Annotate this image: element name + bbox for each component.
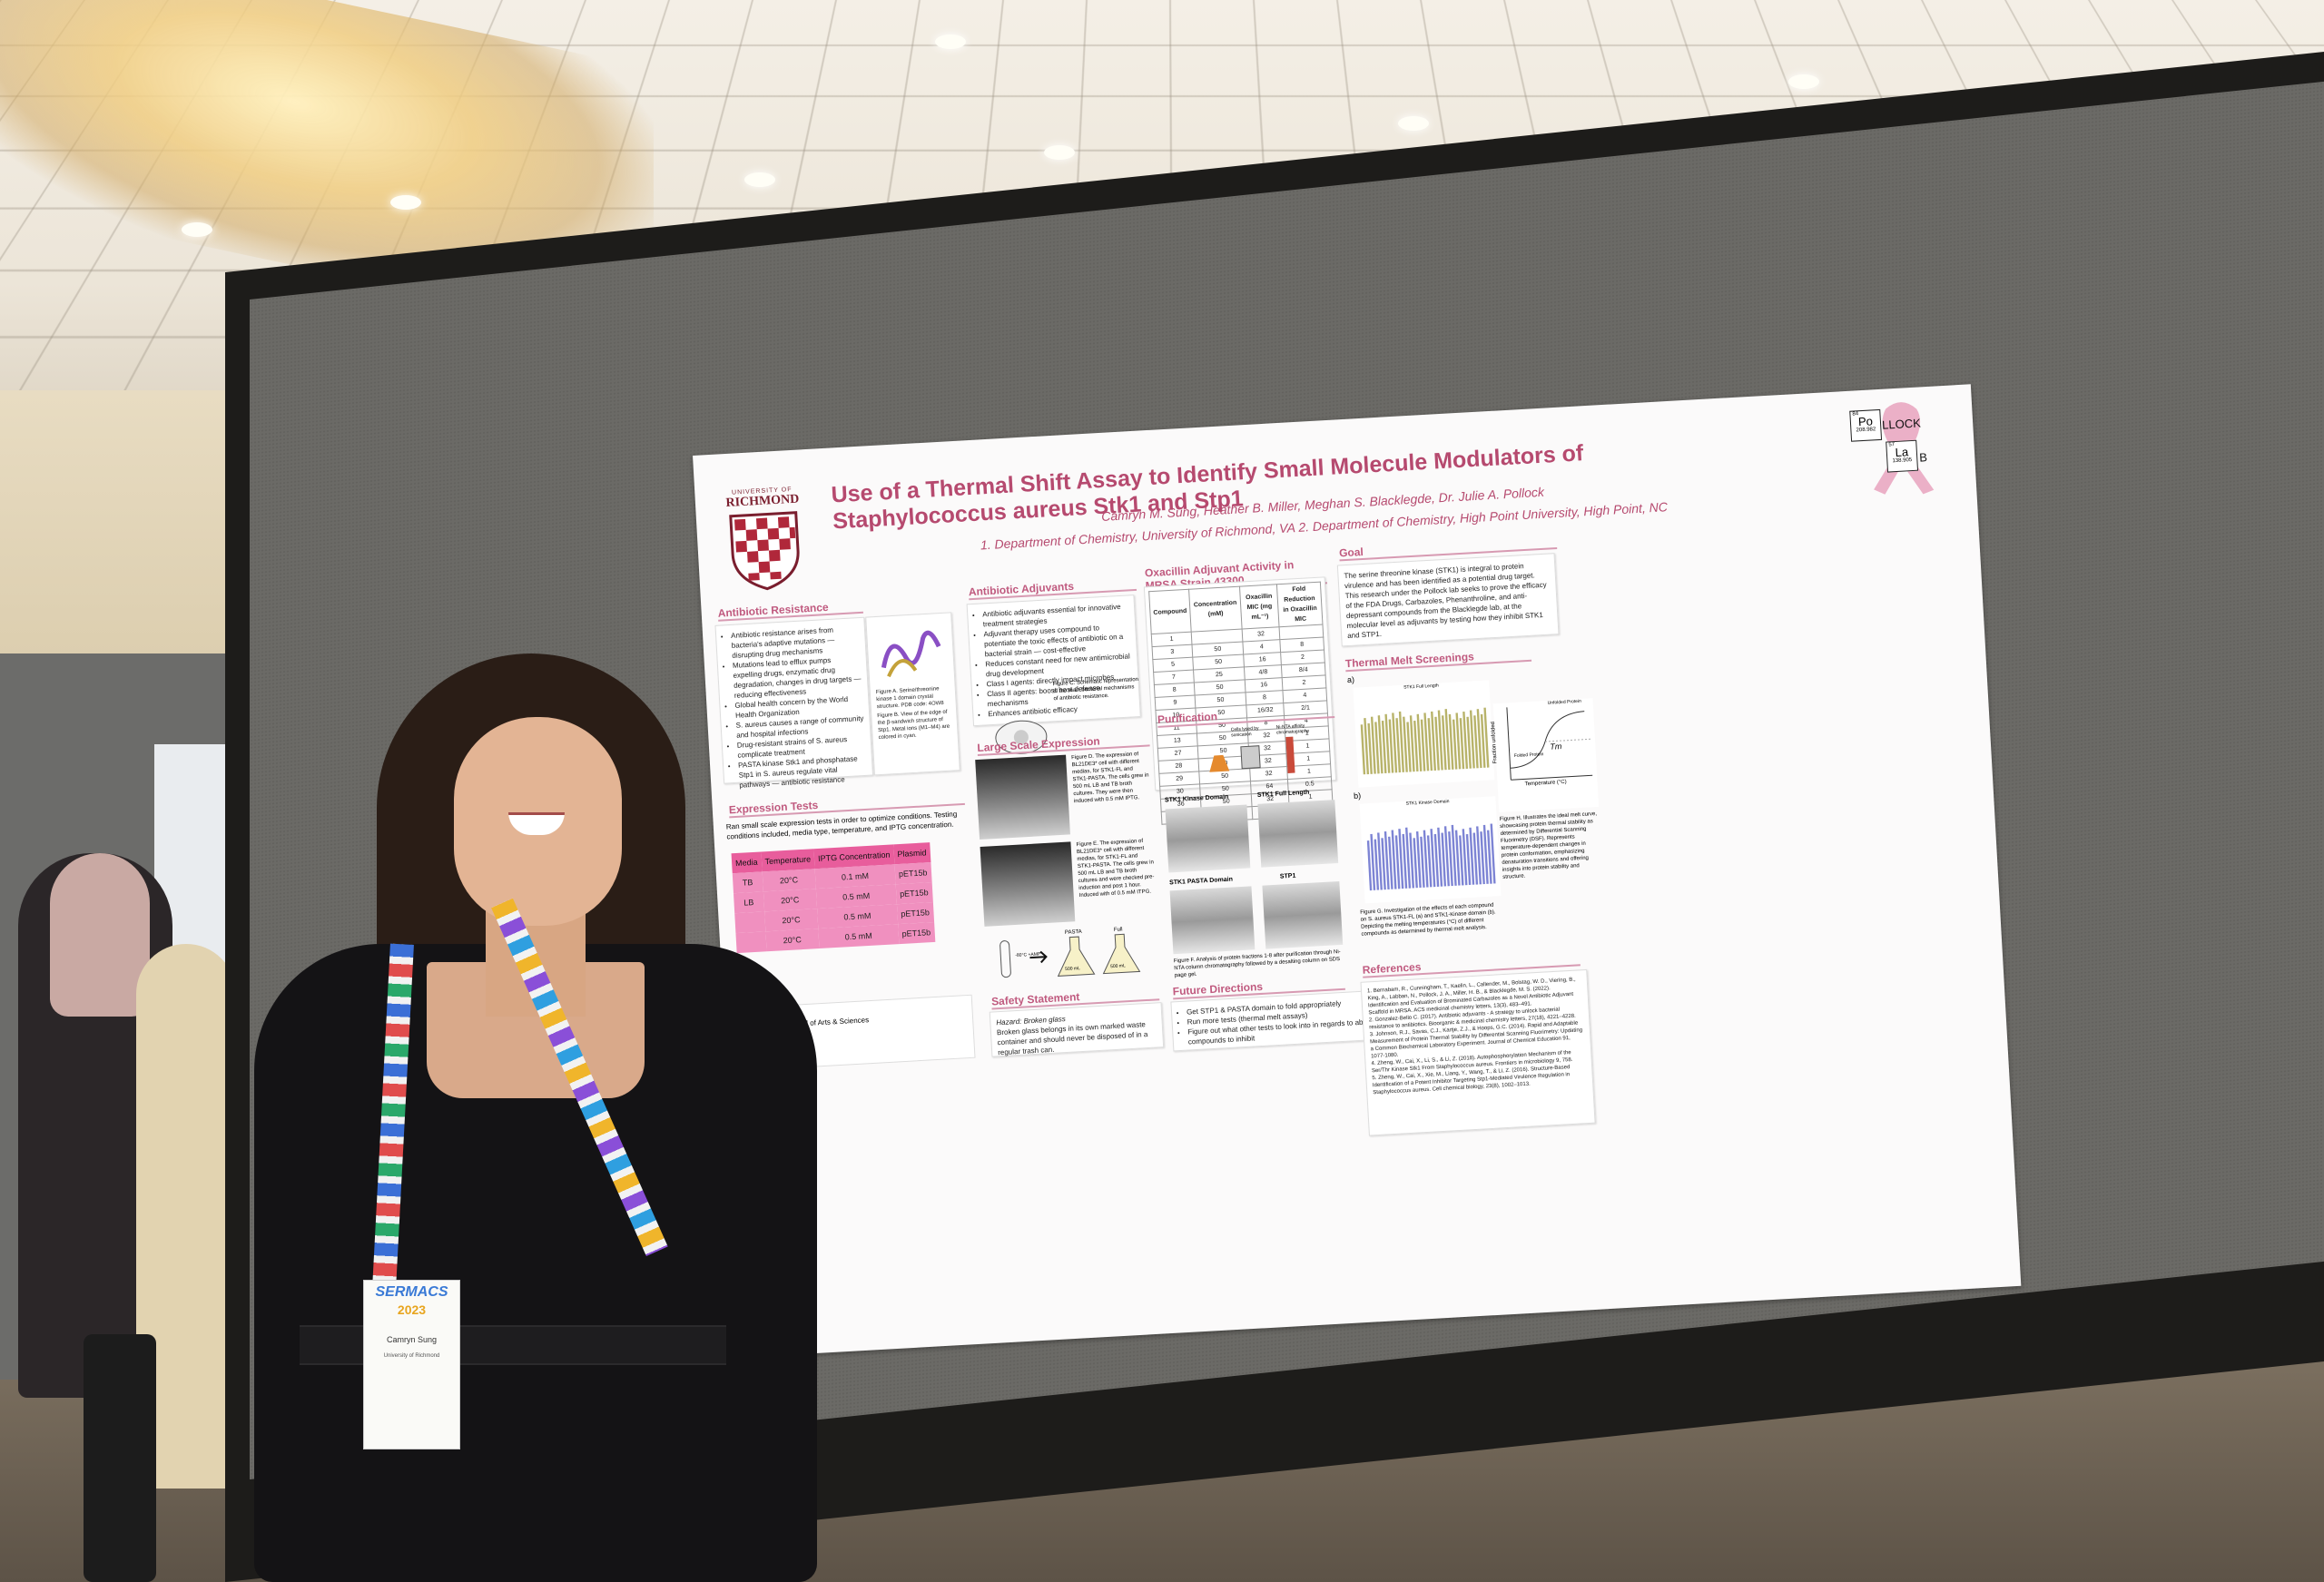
curve-tm-label: Tm [1550, 742, 1562, 752]
table-cell: TB [733, 871, 763, 893]
name-badge: SERMACS 2023 Camryn Sung University of R… [363, 1280, 460, 1449]
stanchion-post [84, 1334, 156, 1582]
section-heading-thermal-melt: Thermal Melt Screenings [1345, 647, 1532, 672]
thermal-chart-a: STK1 Full Length [1353, 680, 1494, 787]
ceiling-light [744, 172, 775, 187]
ideal-melt-curve: Unfolded Protein Folded Protein Tm Tempe… [1493, 698, 1600, 812]
table-cell [734, 911, 765, 933]
figure-f-caption: Figure F. Analysis of protein fractions … [1174, 948, 1347, 980]
oxacillin-table: Compound Concentration (mM) Oxacillin MI… [1148, 582, 1334, 825]
badge-brand: SERMACS [364, 1284, 459, 1301]
shield-icon [721, 506, 809, 593]
flask-label: Full [1114, 927, 1123, 933]
purification-schematic: Cells lysed by sonication Ni-NTA affinit… [1204, 722, 1334, 783]
melt-bars-full-length [1354, 685, 1494, 783]
bullet: PASTA kinase Stk1 and phosphatase Stp1 i… [738, 753, 868, 791]
protein-structure-icon [872, 619, 949, 686]
gel-title: STP1 [1280, 873, 1296, 880]
safety-box: Hazard: Broken glass Broken glass belong… [990, 1002, 1164, 1057]
melt-bars-kinase-domain [1360, 801, 1501, 899]
badge-name: Camryn Sung [364, 1335, 459, 1344]
badge-year: 2023 [364, 1302, 459, 1317]
gel-kinase-domain [1166, 805, 1251, 873]
table-header: Oxacillin MIC (mg mL⁻¹) [1240, 585, 1279, 629]
ceiling-light [1044, 145, 1075, 160]
table-header: Concentration (mM) [1189, 586, 1243, 632]
table-cell: pET15b [895, 882, 932, 904]
flask-volume: 500 mL [1110, 963, 1126, 969]
references-box: 1. Bernabam, R., Cunningham, T., Kaelin,… [1361, 969, 1596, 1136]
element-box-po: 84 Po 208.982 [1849, 409, 1882, 442]
table-header: Compound [1149, 589, 1191, 634]
logo-suffix-1: LLOCK [1882, 416, 1921, 431]
bullet: Mutations lead to efflux pumps expelling… [733, 653, 862, 701]
table-cell: 0.5 mM [818, 924, 899, 948]
figure-b-caption: Figure B. View of the edge of the β-sand… [877, 709, 952, 742]
table-cell: 20°C [765, 929, 820, 951]
ceiling-light [390, 195, 421, 210]
gel-full-length [1257, 800, 1338, 868]
culture-flask-diagram: -80°C +AMP PASTA Full 500 mL 500 mL [992, 925, 1158, 988]
table-cell: pET15b [894, 862, 931, 884]
figure-d-caption: Figure D. The expression of BL21DE3* cel… [1071, 750, 1151, 805]
research-poster: UNIVERSITY OF RICHMOND Use of a Thermal … [693, 384, 2021, 1357]
gel-image-d [975, 755, 1070, 840]
expression-table: Media Temperature IPTG Concentration Pla… [732, 842, 935, 953]
ceiling-light [935, 34, 966, 49]
gel-pasta-domain [1170, 886, 1256, 954]
figure-e-caption: Figure E. The expression of BL21DE3* cel… [1076, 837, 1156, 899]
antibiotic-adjuvants-box: Antibiotic adjuvants essential for innov… [967, 594, 1141, 726]
university-of-richmond-logo: UNIVERSITY OF RICHMOND [720, 486, 810, 599]
table-cell: pET15b [898, 922, 935, 944]
flask-label: PASTA [1065, 929, 1082, 936]
table-header: Fold Reduction in Oxacillin MIC [1276, 582, 1322, 627]
badge-affiliation: University of Richmond [364, 1353, 459, 1359]
table-header: Media [732, 851, 763, 873]
element-box-la: 57 La 138.905 [1886, 440, 1918, 473]
antibiotic-resistance-box: Antibiotic resistance arises from bacter… [714, 617, 873, 784]
element-mass: 138.905 [1887, 457, 1916, 465]
gel-stp1 [1262, 881, 1343, 949]
protein-structure-figures: Figure A. Serine/threonine kinase 1 doma… [865, 612, 960, 775]
figure-h-caption: Figure H. Illustrates the ideal melt cur… [1500, 811, 1603, 881]
goal-box: The serine threonine kinase (STK1) is in… [1337, 553, 1560, 646]
pollock-lab-logo: 84 Po 208.982 LLOCK 57 La 138.905 B [1849, 396, 1959, 501]
panel-b-label: b) [1354, 791, 1362, 801]
panel-a-label: a) [1347, 675, 1355, 684]
table-header: Plasmid [893, 842, 931, 864]
ceiling-light [1788, 74, 1819, 89]
goal-text: The serine threonine kinase (STK1) is in… [1344, 560, 1552, 641]
ceiling-light [182, 222, 212, 237]
gel-image-e [980, 841, 1076, 926]
background-person-hijab [50, 853, 150, 1017]
logo-suffix-2: B [1919, 450, 1927, 464]
figure-a-caption: Figure A. Serine/threonine kinase 1 doma… [876, 685, 950, 711]
thermal-chart-b: STK1 Kinase Domain [1360, 796, 1502, 903]
figure-g-caption: Figure G. Investigation of the effects o… [1360, 901, 1498, 938]
ceiling-light [1398, 116, 1429, 131]
gel-title: STK1 PASTA Domain [1169, 877, 1233, 887]
element-mass: 208.982 [1851, 427, 1880, 434]
flask-volume: 500 mL [1065, 966, 1080, 972]
table-cell: pET15b [897, 902, 934, 924]
table-cell [735, 931, 766, 953]
expression-table-wrap: Media Temperature IPTG Concentration Pla… [732, 842, 935, 953]
table-cell: LB [734, 891, 764, 913]
